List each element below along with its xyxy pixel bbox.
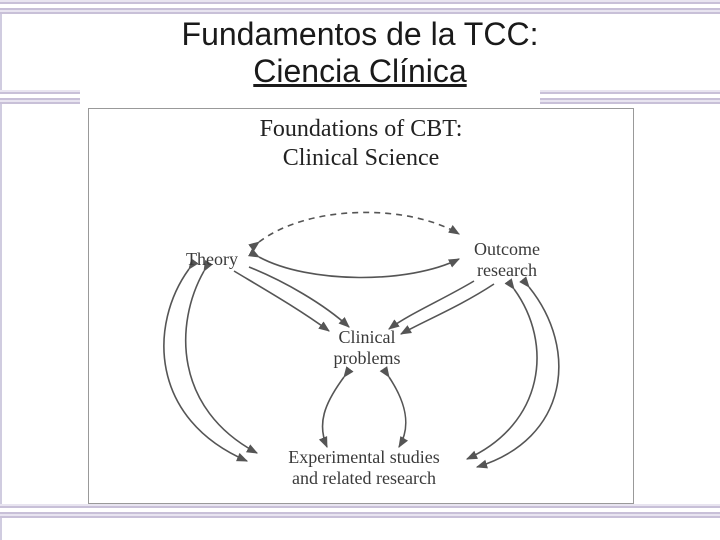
edge-clinical-experimental-left [322, 377, 344, 447]
node-experimental-line1: Experimental studies [288, 447, 439, 467]
slide-title-line2: Ciencia Clínica [253, 53, 466, 89]
edge-theory-outcome-upper-dashed [259, 212, 459, 242]
node-clinical-line2: problems [334, 348, 401, 368]
node-experimental-line2: and related research [292, 468, 436, 488]
edge-clinical-experimental-right [389, 377, 406, 447]
node-clinical-line1: Clinical [339, 327, 396, 347]
node-theory-label: Theory [186, 249, 238, 269]
edge-outcome-clinical-left [389, 281, 474, 329]
edge-theory-experimental-outer [164, 269, 247, 461]
decorative-border-mid-right [540, 90, 720, 104]
figure-title: Foundations of CBT: Clinical Science [89, 115, 633, 173]
node-theory: Theory [167, 249, 257, 270]
decorative-border-mid-left [0, 90, 80, 104]
edge-theory-experimental-inner [186, 271, 257, 453]
node-experimental: Experimental studies and related researc… [239, 447, 489, 488]
decorative-border-bottom [0, 504, 720, 518]
edge-theory-outcome-lower [259, 257, 459, 278]
slide-title-line1: Fundamentos de la TCC: [182, 16, 539, 52]
slide-title: Fundamentos de la TCC: Ciencia Clínica [0, 16, 720, 90]
slide: Fundamentos de la TCC: Ciencia Clínica F… [0, 0, 720, 540]
node-outcome-line1: Outcome [474, 239, 540, 259]
decorative-border-top [0, 0, 720, 14]
figure-title-line2: Clinical Science [283, 145, 440, 171]
edge-outcome-experimental-inner [467, 289, 537, 459]
node-clinical: Clinical problems [307, 327, 427, 368]
figure-frame: Foundations of CBT: Clinical Science The… [88, 108, 634, 504]
edge-theory-clinical-right [249, 267, 349, 327]
node-outcome: Outcome research [447, 239, 567, 280]
edge-theory-clinical-left [234, 271, 329, 331]
figure-title-line1: Foundations of CBT: [260, 116, 463, 142]
edge-outcome-experimental-outer [477, 287, 559, 467]
node-outcome-line2: research [477, 260, 537, 280]
